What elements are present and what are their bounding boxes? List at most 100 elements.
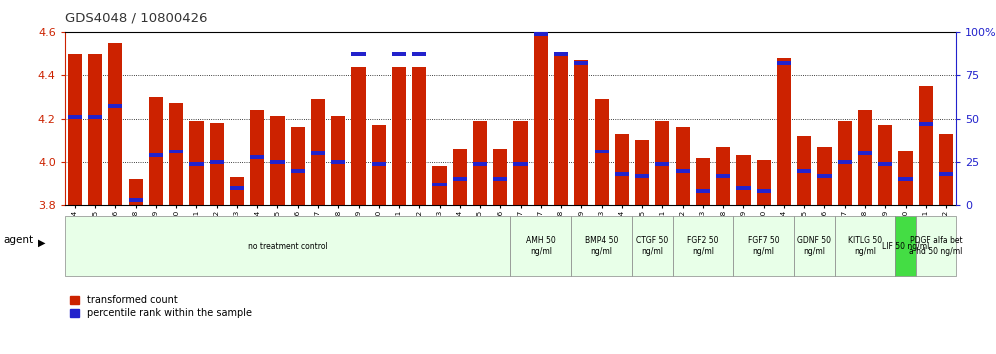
Text: AMH 50
ng/ml: AMH 50 ng/ml <box>526 236 556 256</box>
Bar <box>169 150 183 154</box>
Bar <box>250 155 264 159</box>
Text: GDNF 50
ng/ml: GDNF 50 ng/ml <box>798 236 832 256</box>
Bar <box>311 151 325 155</box>
Bar <box>109 43 123 205</box>
Bar <box>655 162 669 166</box>
Bar <box>392 67 406 205</box>
Bar <box>757 160 771 205</box>
Bar <box>797 136 812 205</box>
Bar <box>939 172 953 176</box>
Bar <box>554 53 568 205</box>
Bar <box>453 177 467 181</box>
Bar <box>615 172 628 176</box>
Bar <box>777 61 791 65</box>
Bar <box>453 149 467 205</box>
Text: FGF2 50
ng/ml: FGF2 50 ng/ml <box>687 236 719 256</box>
Bar <box>510 216 572 276</box>
Bar <box>270 160 285 164</box>
Text: GDS4048 / 10800426: GDS4048 / 10800426 <box>65 12 207 25</box>
Bar <box>858 110 872 205</box>
Bar <box>635 174 649 178</box>
Bar <box>939 134 953 205</box>
Bar <box>777 58 791 205</box>
Bar <box>733 216 794 276</box>
Bar <box>412 52 426 56</box>
Bar <box>128 198 142 202</box>
Bar <box>65 216 510 276</box>
Bar <box>88 115 103 119</box>
Bar <box>432 166 446 205</box>
Bar <box>696 189 710 193</box>
Text: CTGF 50
ng/ml: CTGF 50 ng/ml <box>636 236 668 256</box>
Bar <box>554 52 568 56</box>
Bar <box>838 121 852 205</box>
Bar <box>473 162 487 166</box>
Bar <box>655 121 669 205</box>
Bar <box>915 216 956 276</box>
Text: FGF7 50
ng/ml: FGF7 50 ng/ml <box>748 236 780 256</box>
Bar <box>595 150 609 154</box>
Bar <box>878 125 892 205</box>
Bar <box>250 110 264 205</box>
Bar <box>575 61 589 65</box>
Legend: transformed count, percentile rank within the sample: transformed count, percentile rank withi… <box>70 295 252 318</box>
Bar <box>189 162 203 166</box>
Bar <box>797 169 812 173</box>
Bar <box>432 183 446 187</box>
Text: KITLG 50
ng/ml: KITLG 50 ng/ml <box>848 236 882 256</box>
Bar <box>493 177 507 181</box>
Text: BMP4 50
ng/ml: BMP4 50 ng/ml <box>585 236 619 256</box>
Bar <box>148 153 163 157</box>
Bar <box>818 174 832 178</box>
Bar <box>878 162 892 166</box>
Text: LIF 50 ng/ml: LIF 50 ng/ml <box>881 241 929 251</box>
Bar <box>270 116 285 205</box>
Bar <box>716 174 730 178</box>
Bar <box>493 149 507 205</box>
Bar <box>88 53 103 205</box>
Bar <box>635 140 649 205</box>
Bar <box>68 53 82 205</box>
Bar <box>675 169 690 173</box>
Bar <box>412 67 426 205</box>
Bar <box>514 121 528 205</box>
Bar <box>838 160 852 164</box>
Bar <box>311 99 325 205</box>
Bar <box>632 216 672 276</box>
Bar <box>209 123 224 205</box>
Bar <box>352 52 366 56</box>
Text: PDGF alfa bet
a hd 50 ng/ml: PDGF alfa bet a hd 50 ng/ml <box>909 236 962 256</box>
Bar <box>572 216 632 276</box>
Bar <box>918 122 933 126</box>
Bar <box>898 177 912 181</box>
Bar <box>291 169 305 173</box>
Text: ▶: ▶ <box>38 238 46 248</box>
Bar <box>672 216 733 276</box>
Bar <box>331 160 346 164</box>
Bar <box>736 186 751 190</box>
Bar <box>696 158 710 205</box>
Text: agent: agent <box>3 235 33 245</box>
Bar <box>898 151 912 205</box>
Bar <box>148 97 163 205</box>
Bar <box>858 151 872 155</box>
Bar <box>291 127 305 205</box>
Bar <box>615 134 628 205</box>
Bar <box>818 147 832 205</box>
Bar <box>534 32 548 205</box>
Bar <box>473 121 487 205</box>
Bar <box>514 162 528 166</box>
Bar <box>895 216 915 276</box>
Bar <box>372 125 385 205</box>
Bar <box>736 155 751 205</box>
Bar <box>209 160 224 164</box>
Bar <box>352 67 366 205</box>
Bar <box>372 162 385 166</box>
Bar <box>575 60 589 205</box>
Bar <box>595 99 609 205</box>
Bar <box>392 52 406 56</box>
Bar <box>534 32 548 35</box>
Bar <box>675 127 690 205</box>
Bar <box>189 121 203 205</box>
Bar <box>68 115 82 119</box>
